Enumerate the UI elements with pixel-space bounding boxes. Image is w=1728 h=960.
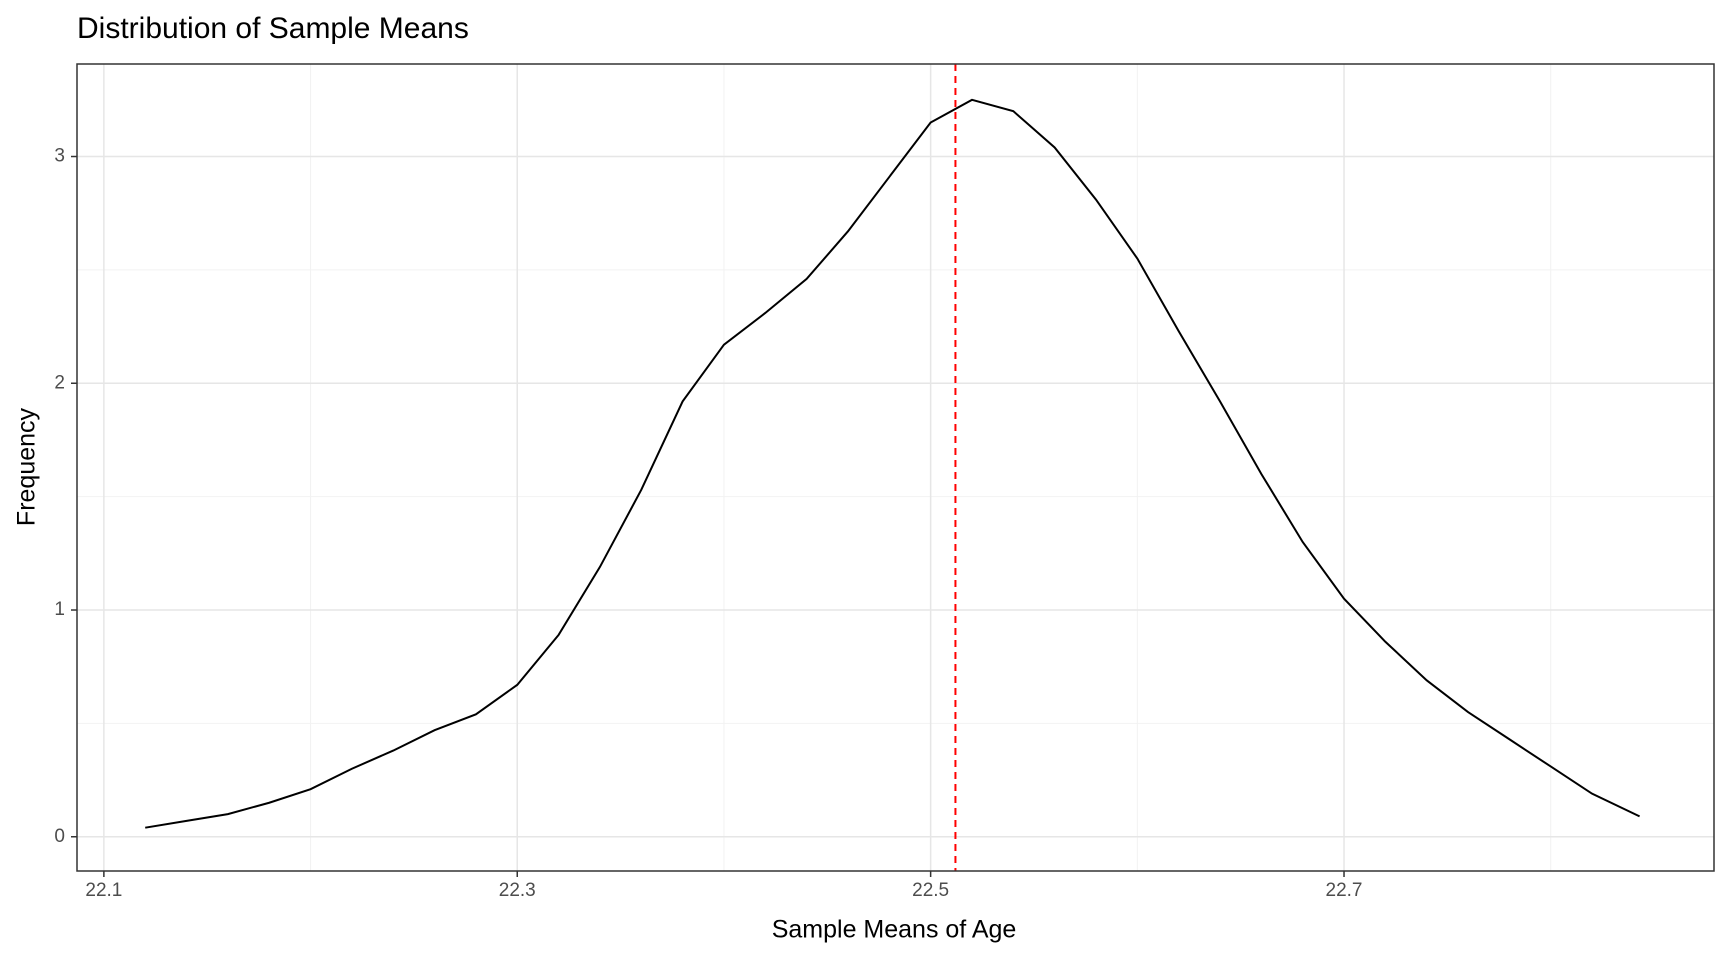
- y-tick-label: 2: [54, 372, 65, 393]
- x-axis-title: Sample Means of Age: [772, 916, 1017, 944]
- chart-title: Distribution of Sample Means: [77, 12, 469, 45]
- y-axis-title: Frequency: [13, 407, 41, 526]
- y-tick-label: 3: [54, 146, 65, 167]
- density-line: [145, 98, 1641, 829]
- panel-border: [76, 63, 1715, 872]
- y-tick-label: 0: [54, 826, 65, 847]
- x-tick-label: 22.3: [499, 880, 536, 901]
- x-tick-label: 22.5: [912, 880, 949, 901]
- x-tick-label: 22.1: [85, 880, 122, 901]
- x-tick-label: 22.7: [1326, 880, 1363, 901]
- y-tick-label: 1: [54, 599, 65, 620]
